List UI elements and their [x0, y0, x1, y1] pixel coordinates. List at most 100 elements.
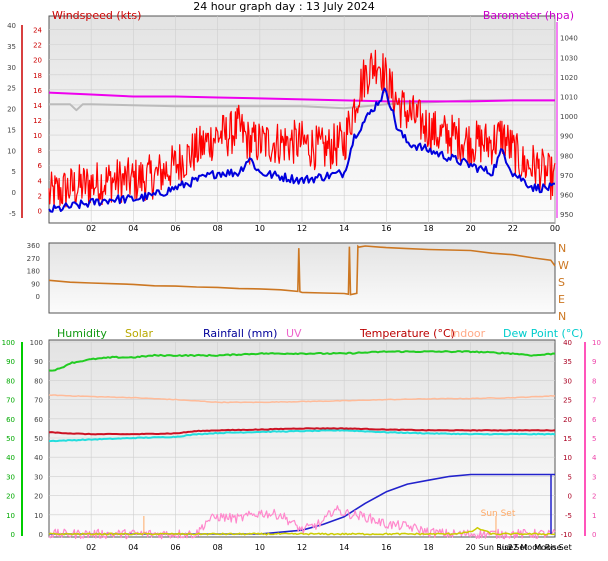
rainfall-line: [49, 473, 555, 535]
wind-average-line: [48, 87, 556, 213]
barometer-line: [48, 91, 555, 103]
wind-direction-line: [48, 244, 556, 296]
wind-x-tick-label: 04: [128, 224, 138, 233]
barometer-tick-label: 970: [560, 172, 573, 180]
climate-left-tick-label: 0: [39, 531, 43, 539]
barometer-tick-label: 1000: [560, 113, 578, 121]
sun-set-label: Sun Set: [481, 509, 516, 519]
legend-solar: Solar: [125, 327, 154, 340]
uv-tick-label: 6: [592, 416, 597, 424]
wind-outer-tick-label: -5: [9, 210, 16, 218]
direction-tick-label: 180: [27, 268, 40, 276]
wind-x-tick-label: 02: [86, 224, 96, 233]
temperature-tick-label: 5: [568, 473, 572, 481]
wind-inner-tick-label: 0: [38, 207, 42, 215]
humidity-outer-tick-label: 0: [11, 531, 15, 539]
barometer-tick-label: 950: [560, 211, 573, 219]
uv-tick-label: 9: [592, 358, 596, 366]
direction-tick-label: 0: [36, 293, 40, 301]
wind-inner-tick-label: 14: [33, 102, 42, 110]
direction-compass-label: S: [558, 276, 565, 289]
wind-inner-tick-label: 22: [33, 42, 42, 50]
humidity-outer-tick-label: 60: [6, 416, 15, 424]
climate-x-tick-label: 08: [213, 543, 223, 552]
temperature-tick-label: 30: [563, 377, 572, 385]
wind-inner-tick-label: 4: [38, 177, 43, 185]
barometer-tick-label: 1010: [560, 93, 578, 101]
wind-x-tick-label: 22: [508, 224, 518, 233]
legend-temperature: Temperature (°C): [359, 327, 455, 340]
wind-x-tick-label: 20: [466, 224, 476, 233]
climate-x-tick-label: 06: [170, 543, 180, 552]
uv-tick-label: 3: [592, 473, 596, 481]
wind-inner-tick-label: 8: [38, 147, 42, 155]
wind-inner-tick-label: 24: [33, 27, 42, 35]
axis-ticks: 024681012141618202224-505101520253035409…: [2, 22, 601, 552]
wind-inner-tick-label: 2: [38, 192, 42, 200]
uv-tick-label: 5: [592, 435, 596, 443]
humidity-outer-tick-label: 30: [6, 473, 15, 481]
uv-tick-label: 8: [592, 377, 596, 385]
barometer-tick-label: 1030: [560, 54, 578, 62]
sun-set-bottom-label: Sun Set: [497, 543, 528, 552]
wind-x-tick-label: 16: [381, 224, 391, 233]
barometer-tick-label: 990: [560, 133, 573, 141]
legend-dewpoint: Dew Point (°C): [503, 327, 583, 340]
barometer-title: Barometer (hpa): [483, 9, 574, 22]
climate-x-tick-label: 12: [297, 543, 307, 552]
climate-left-tick-label: 50: [34, 435, 43, 443]
direction-compass-label: N: [558, 310, 566, 323]
chart-title: 24 hour graph day : 13 July 2024: [193, 0, 375, 13]
wind-inner-tick-label: 16: [33, 87, 42, 95]
climate-x-tick-label: 02: [86, 543, 96, 552]
barometer-tick-label: 1040: [560, 35, 578, 43]
climate-x-tick-label: 20: [466, 543, 476, 552]
wind-inner-tick-label: 10: [33, 132, 42, 140]
climate-left-tick-label: 40: [34, 454, 43, 462]
wind-gust-line: [48, 49, 556, 209]
climate-x-tick-label: 10: [255, 543, 265, 552]
climate-left-tick-label: 80: [34, 377, 43, 385]
wind-outer-tick-label: 20: [7, 106, 16, 114]
climate-left-tick-label: 20: [34, 493, 43, 501]
wind-x-tick-label: 14: [339, 224, 349, 233]
direction-tick-label: 90: [31, 280, 40, 288]
legend-rainfall: Rainfall (mm): [203, 327, 277, 340]
climate-x-tick-label: 16: [381, 543, 391, 552]
temperature-line: [48, 427, 556, 436]
temperature-tick-label: 20: [563, 416, 572, 424]
wind-x-tick-label: 12: [297, 224, 307, 233]
wind-outer-tick-label: 10: [7, 147, 16, 155]
climate-x-tick-label: 18: [423, 543, 433, 552]
wind-title: Windspeed (kts): [52, 9, 141, 22]
solar-line: [48, 526, 556, 536]
humidity-outer-tick-label: 40: [6, 454, 15, 462]
wind-x-tick-label: 18: [423, 224, 433, 233]
uv-tick-label: 0: [592, 531, 596, 539]
humidity-outer-tick-label: 10: [6, 512, 15, 520]
temperature-tick-label: 15: [563, 435, 572, 443]
direction-panel: [48, 242, 556, 314]
temperature-tick-label: 35: [563, 358, 572, 366]
wind-x-tick-label: 00: [550, 224, 560, 233]
wind-outer-tick-label: 40: [7, 22, 16, 30]
temperature-tick-label: -10: [561, 531, 572, 539]
wind-outer-tick-label: 30: [7, 64, 16, 72]
climate-left-tick-label: 70: [34, 397, 43, 405]
wind-inner-tick-label: 20: [33, 57, 42, 65]
temperature-tick-label: 0: [568, 493, 572, 501]
legend-humidity: Humidity: [57, 327, 107, 340]
wind-outer-tick-label: 25: [7, 85, 16, 93]
data-series: [48, 49, 556, 540]
climate-x-tick-label: 22: [508, 543, 518, 552]
direction-tick-label: 270: [27, 255, 40, 263]
humidity-outer-tick-label: 50: [6, 435, 15, 443]
dewpoint-line: [48, 429, 556, 443]
humidity-outer-tick-label: 80: [6, 377, 15, 385]
humidity-line: [48, 350, 556, 372]
wind-inner-tick-label: 12: [33, 117, 42, 125]
humidity-outer-tick-label: 100: [2, 339, 15, 347]
grid-lines: [49, 16, 556, 535]
wind-outer-tick-label: 35: [7, 43, 16, 51]
uv-tick-label: 10: [592, 339, 601, 347]
